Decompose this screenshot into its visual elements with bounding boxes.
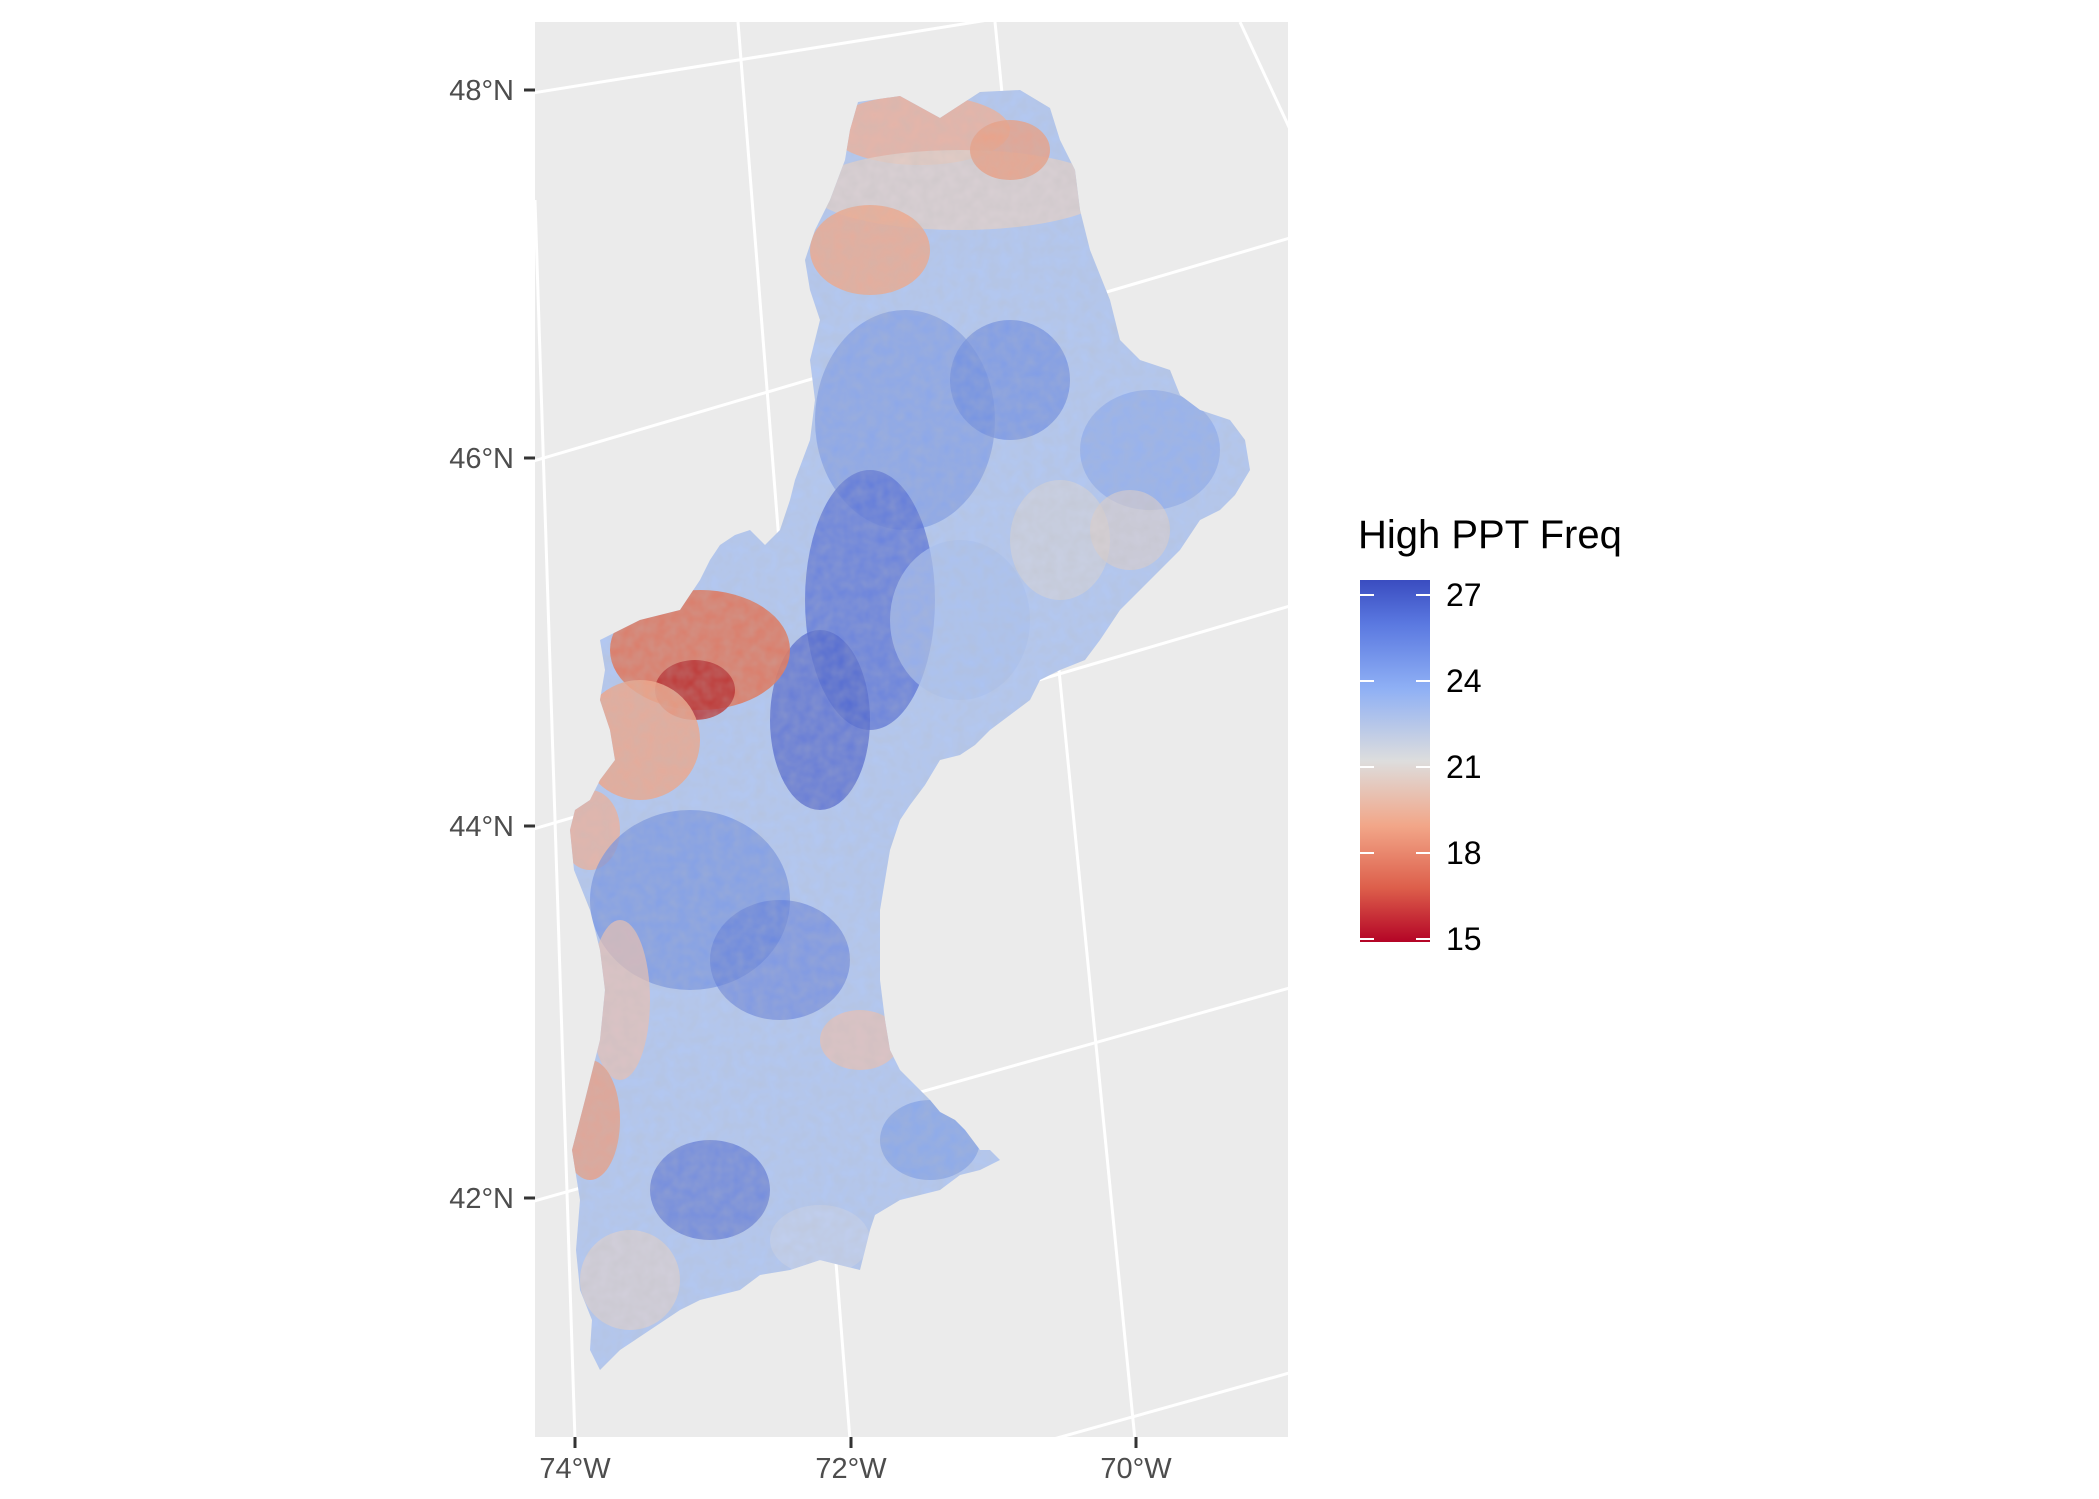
legend-break-label: 18 [1446, 835, 1482, 871]
legend-break-label: 27 [1446, 577, 1482, 613]
y-tick-label: 44°N [449, 811, 514, 843]
graticule-lat-40 [1055, 1371, 1288, 1437]
y-tick-label: 46°N [449, 443, 514, 475]
graticule-lat-48 [535, 22, 985, 95]
legend-break-label: 24 [1446, 663, 1482, 699]
legend-break-label: 15 [1446, 921, 1482, 957]
x-tick-label: 72°W [815, 1453, 887, 1485]
graticule-lon-74 [535, 199, 577, 1437]
legend: High PPT Freq 27 24 21 18 15 [1358, 513, 1622, 957]
x-tick-label: 74°W [539, 1453, 611, 1485]
x-axis: 74°W 72°W 70°W [539, 1437, 1172, 1485]
y-tick-label: 42°N [449, 1183, 514, 1215]
y-tick-label: 48°N [449, 75, 514, 107]
x-tick-label: 70°W [1100, 1453, 1172, 1485]
y-axis: 48°N 46°N 44°N 42°N [449, 75, 535, 1215]
graticule-lon-68 [1238, 22, 1288, 129]
legend-ticks [1360, 594, 1430, 940]
legend-title: High PPT Freq [1358, 513, 1622, 557]
legend-break-label: 21 [1446, 749, 1482, 785]
legend-colorbar [1360, 580, 1430, 942]
